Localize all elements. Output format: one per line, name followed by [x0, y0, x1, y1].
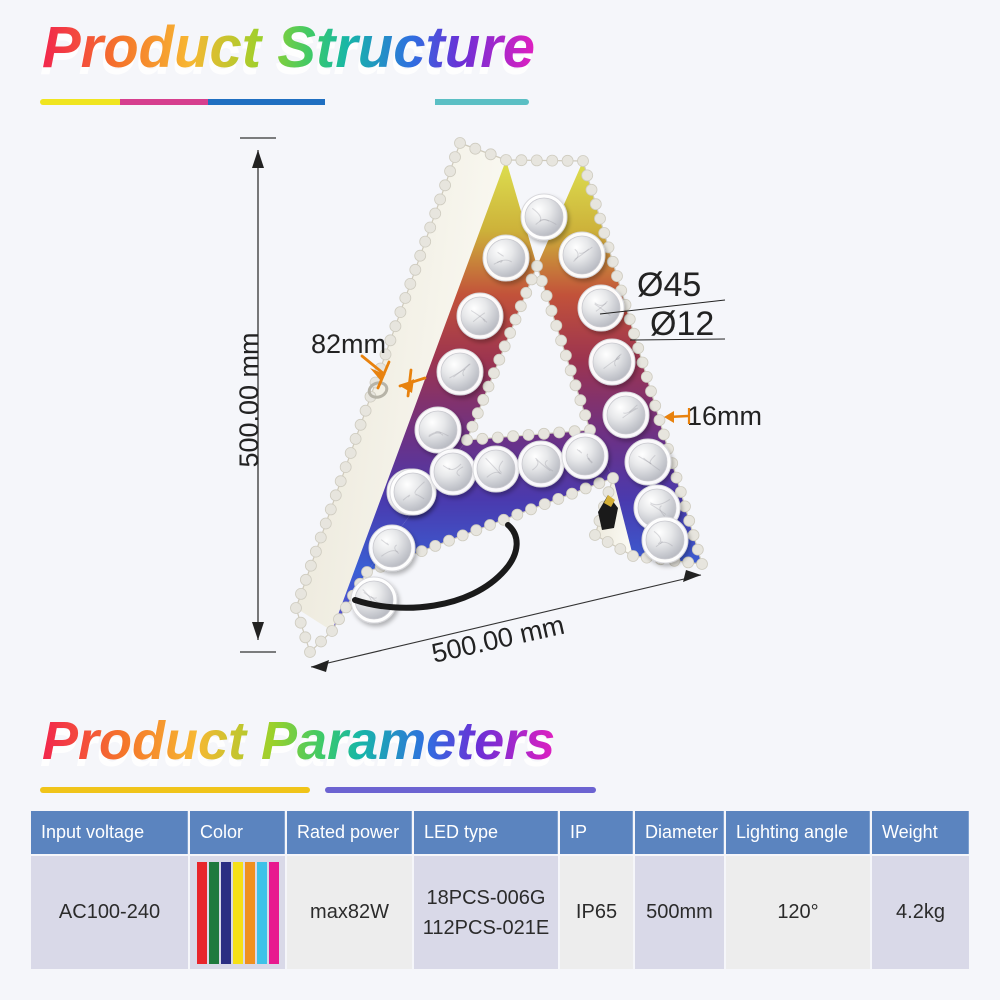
svg-text:82mm: 82mm — [311, 329, 386, 359]
svg-text:Ø12: Ø12 — [650, 305, 714, 343]
svg-text:16mm: 16mm — [687, 401, 762, 431]
svg-text:500.00 mm: 500.00 mm — [429, 610, 567, 669]
svg-text:500.00 mm: 500.00 mm — [234, 332, 264, 467]
svg-text:Ø45: Ø45 — [637, 266, 701, 304]
